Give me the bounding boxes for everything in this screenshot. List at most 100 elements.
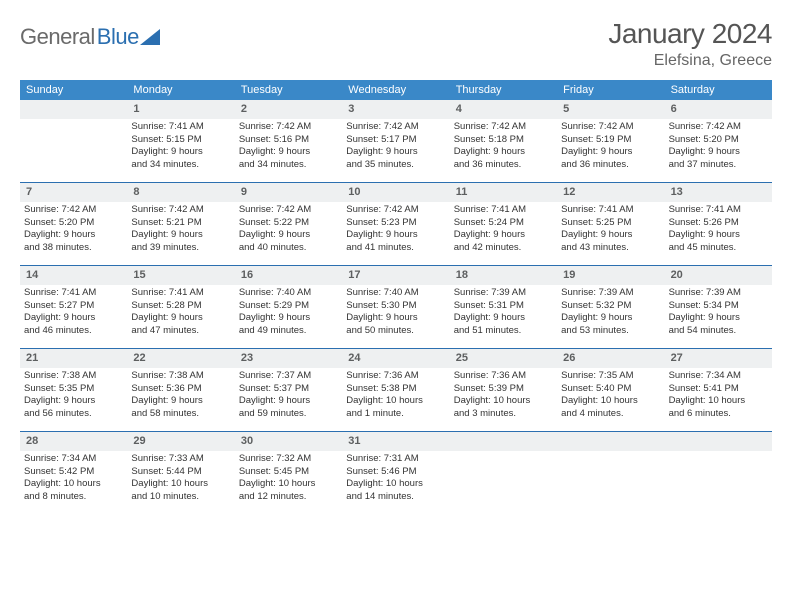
day-cell: 11Sunrise: 7:41 AMSunset: 5:24 PMDayligh… — [450, 183, 557, 265]
day-cell: 30Sunrise: 7:32 AMSunset: 5:45 PMDayligh… — [235, 432, 342, 514]
day-cell: 7Sunrise: 7:42 AMSunset: 5:20 PMDaylight… — [20, 183, 127, 265]
daylight-line-2: and 39 minutes. — [131, 242, 230, 255]
sunset-line: Sunset: 5:32 PM — [561, 300, 660, 313]
day-number: 20 — [665, 266, 772, 285]
daylight-line-1: Daylight: 10 hours — [561, 395, 660, 408]
logo-text-blue: Blue — [97, 24, 139, 50]
day-cell: 25Sunrise: 7:36 AMSunset: 5:39 PMDayligh… — [450, 349, 557, 431]
sunrise-line: Sunrise: 7:41 AM — [561, 204, 660, 217]
daylight-line-1: Daylight: 10 hours — [669, 395, 768, 408]
day-cell: 6Sunrise: 7:42 AMSunset: 5:20 PMDaylight… — [665, 100, 772, 182]
sunrise-line: Sunrise: 7:32 AM — [239, 453, 338, 466]
day-cell: 19Sunrise: 7:39 AMSunset: 5:32 PMDayligh… — [557, 266, 664, 348]
daylight-line-2: and 12 minutes. — [239, 491, 338, 504]
sunrise-line: Sunrise: 7:33 AM — [131, 453, 230, 466]
day-cell: 16Sunrise: 7:40 AMSunset: 5:29 PMDayligh… — [235, 266, 342, 348]
day-number: 29 — [127, 432, 234, 451]
day-number: 18 — [450, 266, 557, 285]
daylight-line-1: Daylight: 9 hours — [24, 312, 123, 325]
page-header: GeneralBlue January 2024 Elefsina, Greec… — [20, 18, 772, 70]
sunset-line: Sunset: 5:29 PM — [239, 300, 338, 313]
day-cell: 24Sunrise: 7:36 AMSunset: 5:38 PMDayligh… — [342, 349, 449, 431]
sunset-line: Sunset: 5:20 PM — [669, 134, 768, 147]
sunset-line: Sunset: 5:37 PM — [239, 383, 338, 396]
daylight-line-1: Daylight: 9 hours — [131, 312, 230, 325]
sunset-line: Sunset: 5:21 PM — [131, 217, 230, 230]
sunset-line: Sunset: 5:25 PM — [561, 217, 660, 230]
day-number: 14 — [20, 266, 127, 285]
day-number: 8 — [127, 183, 234, 202]
day-cell: 22 Sunrise: 7:38 AMSunset: 5:36 PMDayligh… — [127, 349, 234, 431]
sunset-line: Sunset: 5:30 PM — [346, 300, 445, 313]
sunrise-line: Sunrise: 7:42 AM — [239, 204, 338, 217]
daylight-line-2: and 40 minutes. — [239, 242, 338, 255]
day-cell — [20, 100, 127, 182]
day-number: 22 — [127, 349, 234, 368]
day-number: 19 — [557, 266, 664, 285]
weekday-cell: Tuesday — [235, 80, 342, 100]
day-number: 3 — [342, 100, 449, 119]
daylight-line-2: and 49 minutes. — [239, 325, 338, 338]
location-label: Elefsina, Greece — [608, 52, 772, 70]
daylight-line-2: and 46 minutes. — [24, 325, 123, 338]
sunrise-line: Sunrise: 7:38 AM — [131, 370, 230, 383]
daylight-line-1: Daylight: 10 hours — [346, 395, 445, 408]
weekday-cell: Wednesday — [342, 80, 449, 100]
daylight-line-2: and 59 minutes. — [239, 408, 338, 421]
day-cell: 14Sunrise: 7:41 AMSunset: 5:27 PMDayligh… — [20, 266, 127, 348]
sunrise-line: Sunrise: 7:42 AM — [131, 204, 230, 217]
daylight-line-1: Daylight: 9 hours — [131, 229, 230, 242]
daylight-line-1: Daylight: 9 hours — [239, 395, 338, 408]
day-number: 12 — [557, 183, 664, 202]
sunrise-line: Sunrise: 7:42 AM — [346, 121, 445, 134]
day-cell: 15Sunrise: 7:41 AMSunset: 5:28 PMDayligh… — [127, 266, 234, 348]
calendar-grid: SundayMondayTuesdayWednesdayThursdayFrid… — [20, 80, 772, 514]
day-number: 26 — [557, 349, 664, 368]
sunset-line: Sunset: 5:39 PM — [454, 383, 553, 396]
daylight-line-1: Daylight: 9 hours — [454, 312, 553, 325]
daylight-line-1: Daylight: 10 hours — [131, 478, 230, 491]
daylight-line-1: Daylight: 9 hours — [561, 146, 660, 159]
daylight-line-1: Daylight: 9 hours — [24, 229, 123, 242]
sunset-line: Sunset: 5:36 PM — [131, 383, 230, 396]
daylight-line-2: and 6 minutes. — [669, 408, 768, 421]
day-cell: 26Sunrise: 7:35 AMSunset: 5:40 PMDayligh… — [557, 349, 664, 431]
sunset-line: Sunset: 5:42 PM — [24, 466, 123, 479]
daylight-line-1: Daylight: 10 hours — [24, 478, 123, 491]
daylight-line-2: and 41 minutes. — [346, 242, 445, 255]
day-number: 4 — [450, 100, 557, 119]
daylight-line-2: and 36 minutes. — [454, 159, 553, 172]
sunset-line: Sunset: 5:34 PM — [669, 300, 768, 313]
weekday-cell: Sunday — [20, 80, 127, 100]
sunset-line: Sunset: 5:26 PM — [669, 217, 768, 230]
day-cell — [450, 432, 557, 514]
day-number: 1 — [127, 100, 234, 119]
weekday-cell: Friday — [557, 80, 664, 100]
sunrise-line: Sunrise: 7:42 AM — [24, 204, 123, 217]
daylight-line-2: and 34 minutes. — [239, 159, 338, 172]
day-number: 24 — [342, 349, 449, 368]
day-number: 31 — [342, 432, 449, 451]
day-cell: 12Sunrise: 7:41 AMSunset: 5:25 PMDayligh… — [557, 183, 664, 265]
day-cell — [557, 432, 664, 514]
daylight-line-1: Daylight: 9 hours — [669, 312, 768, 325]
logo: GeneralBlue — [20, 18, 160, 50]
daylight-line-1: Daylight: 10 hours — [454, 395, 553, 408]
daylight-line-2: and 4 minutes. — [561, 408, 660, 421]
week-row: 7Sunrise: 7:42 AMSunset: 5:20 PMDaylight… — [20, 182, 772, 265]
sunrise-line: Sunrise: 7:40 AM — [346, 287, 445, 300]
day-number: 27 — [665, 349, 772, 368]
daylight-line-1: Daylight: 9 hours — [24, 395, 123, 408]
sunrise-line: Sunrise: 7:41 AM — [669, 204, 768, 217]
daylight-line-1: Daylight: 9 hours — [131, 395, 230, 408]
day-number: 28 — [20, 432, 127, 451]
daylight-line-2: and 38 minutes. — [24, 242, 123, 255]
sunset-line: Sunset: 5:24 PM — [454, 217, 553, 230]
day-number: 10 — [342, 183, 449, 202]
day-cell: 10Sunrise: 7:42 AMSunset: 5:23 PMDayligh… — [342, 183, 449, 265]
sunrise-line: Sunrise: 7:41 AM — [454, 204, 553, 217]
calendar-page: GeneralBlue January 2024 Elefsina, Greec… — [0, 0, 792, 524]
day-cell: 8 Sunrise: 7:42 AMSunset: 5:21 PMDaylight… — [127, 183, 234, 265]
sunset-line: Sunset: 5:16 PM — [239, 134, 338, 147]
weekday-cell: Monday — [127, 80, 234, 100]
